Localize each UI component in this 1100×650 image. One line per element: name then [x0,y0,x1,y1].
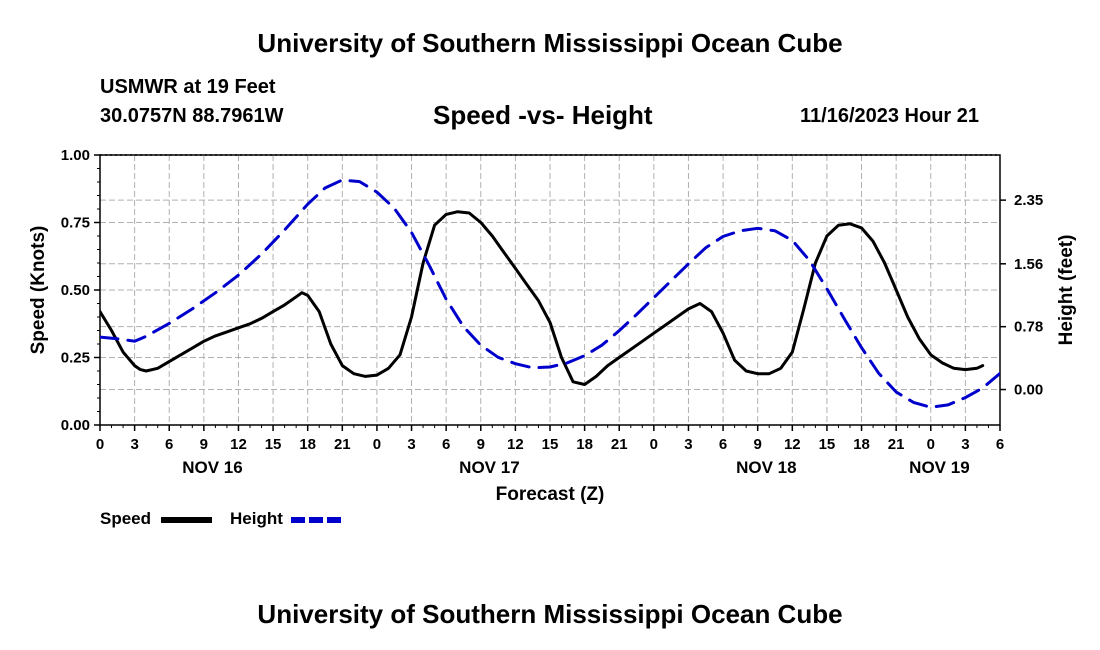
x-tick-label: 9 [477,436,485,453]
x-tick-label: 6 [442,436,450,453]
x-tick-label: 9 [200,436,208,453]
x-tick-label: 3 [684,436,692,453]
y2-tick-label: 1.56 [1014,256,1043,273]
y2-tick-label: 2.35 [1014,192,1043,209]
y2-tick-label: 0.78 [1014,319,1043,336]
x-tick-label: 0 [96,436,104,453]
x-tick-label: 0 [927,436,935,453]
station-label: USMWR at 19 Feet [100,76,276,98]
y2-axis-title: Height (feet) [1056,235,1077,346]
x-tick-label: 18 [299,436,316,453]
forecast-datetime: 11/16/2023 Hour 21 [800,105,980,127]
x-tick-label: 15 [542,436,559,453]
x-tick-label: 0 [650,436,658,453]
y-tick-label: 0.25 [61,350,90,367]
y-tick-label: 1.00 [61,147,90,164]
x-tick-label: 12 [507,436,524,453]
x-tick-label: 3 [407,436,415,453]
x-tick-label: 12 [784,436,801,453]
x-date-label: NOV 19 [909,458,969,477]
x-tick-label: 15 [819,436,836,453]
y-tick-label: 0.00 [61,417,90,434]
x-tick-label: 21 [888,436,905,453]
x-tick-label: 6 [996,436,1004,453]
x-date-label: NOV 18 [736,458,796,477]
y2-tick-label: 0.00 [1014,382,1043,399]
series-line-height [100,178,1000,409]
y-tick-label: 0.75 [61,215,90,232]
series-line-speed [100,210,985,386]
x-tick-label: 0 [373,436,381,453]
x-tick-label: 15 [265,436,282,453]
legend-height-label: Height [230,509,283,528]
x-axis-title: Forecast (Z) [496,484,605,505]
footer-title: University of Southern Mississippi Ocean… [257,599,843,629]
x-tick-label: 9 [754,436,762,453]
x-tick-label: 12 [230,436,247,453]
x-date-label: NOV 16 [182,458,242,477]
x-tick-label: 18 [853,436,870,453]
page-title: University of Southern Mississippi Ocean… [257,28,843,58]
x-tick-label: 21 [611,436,628,453]
y-axis-title: Speed (Knots) [28,226,49,355]
coordinates-label: 30.0757N 88.7961W [100,105,284,127]
x-tick-label: 3 [130,436,138,453]
x-date-label: NOV 17 [459,458,519,477]
chart-subtitle: Speed -vs- Height [433,100,653,130]
legend-speed-label: Speed [100,509,152,528]
y-tick-label: 0.50 [61,282,90,299]
x-tick-label: 21 [334,436,351,453]
x-tick-label: 6 [165,436,173,453]
x-tick-label: 3 [961,436,969,453]
x-tick-label: 6 [719,436,727,453]
x-tick-label: 18 [576,436,593,453]
